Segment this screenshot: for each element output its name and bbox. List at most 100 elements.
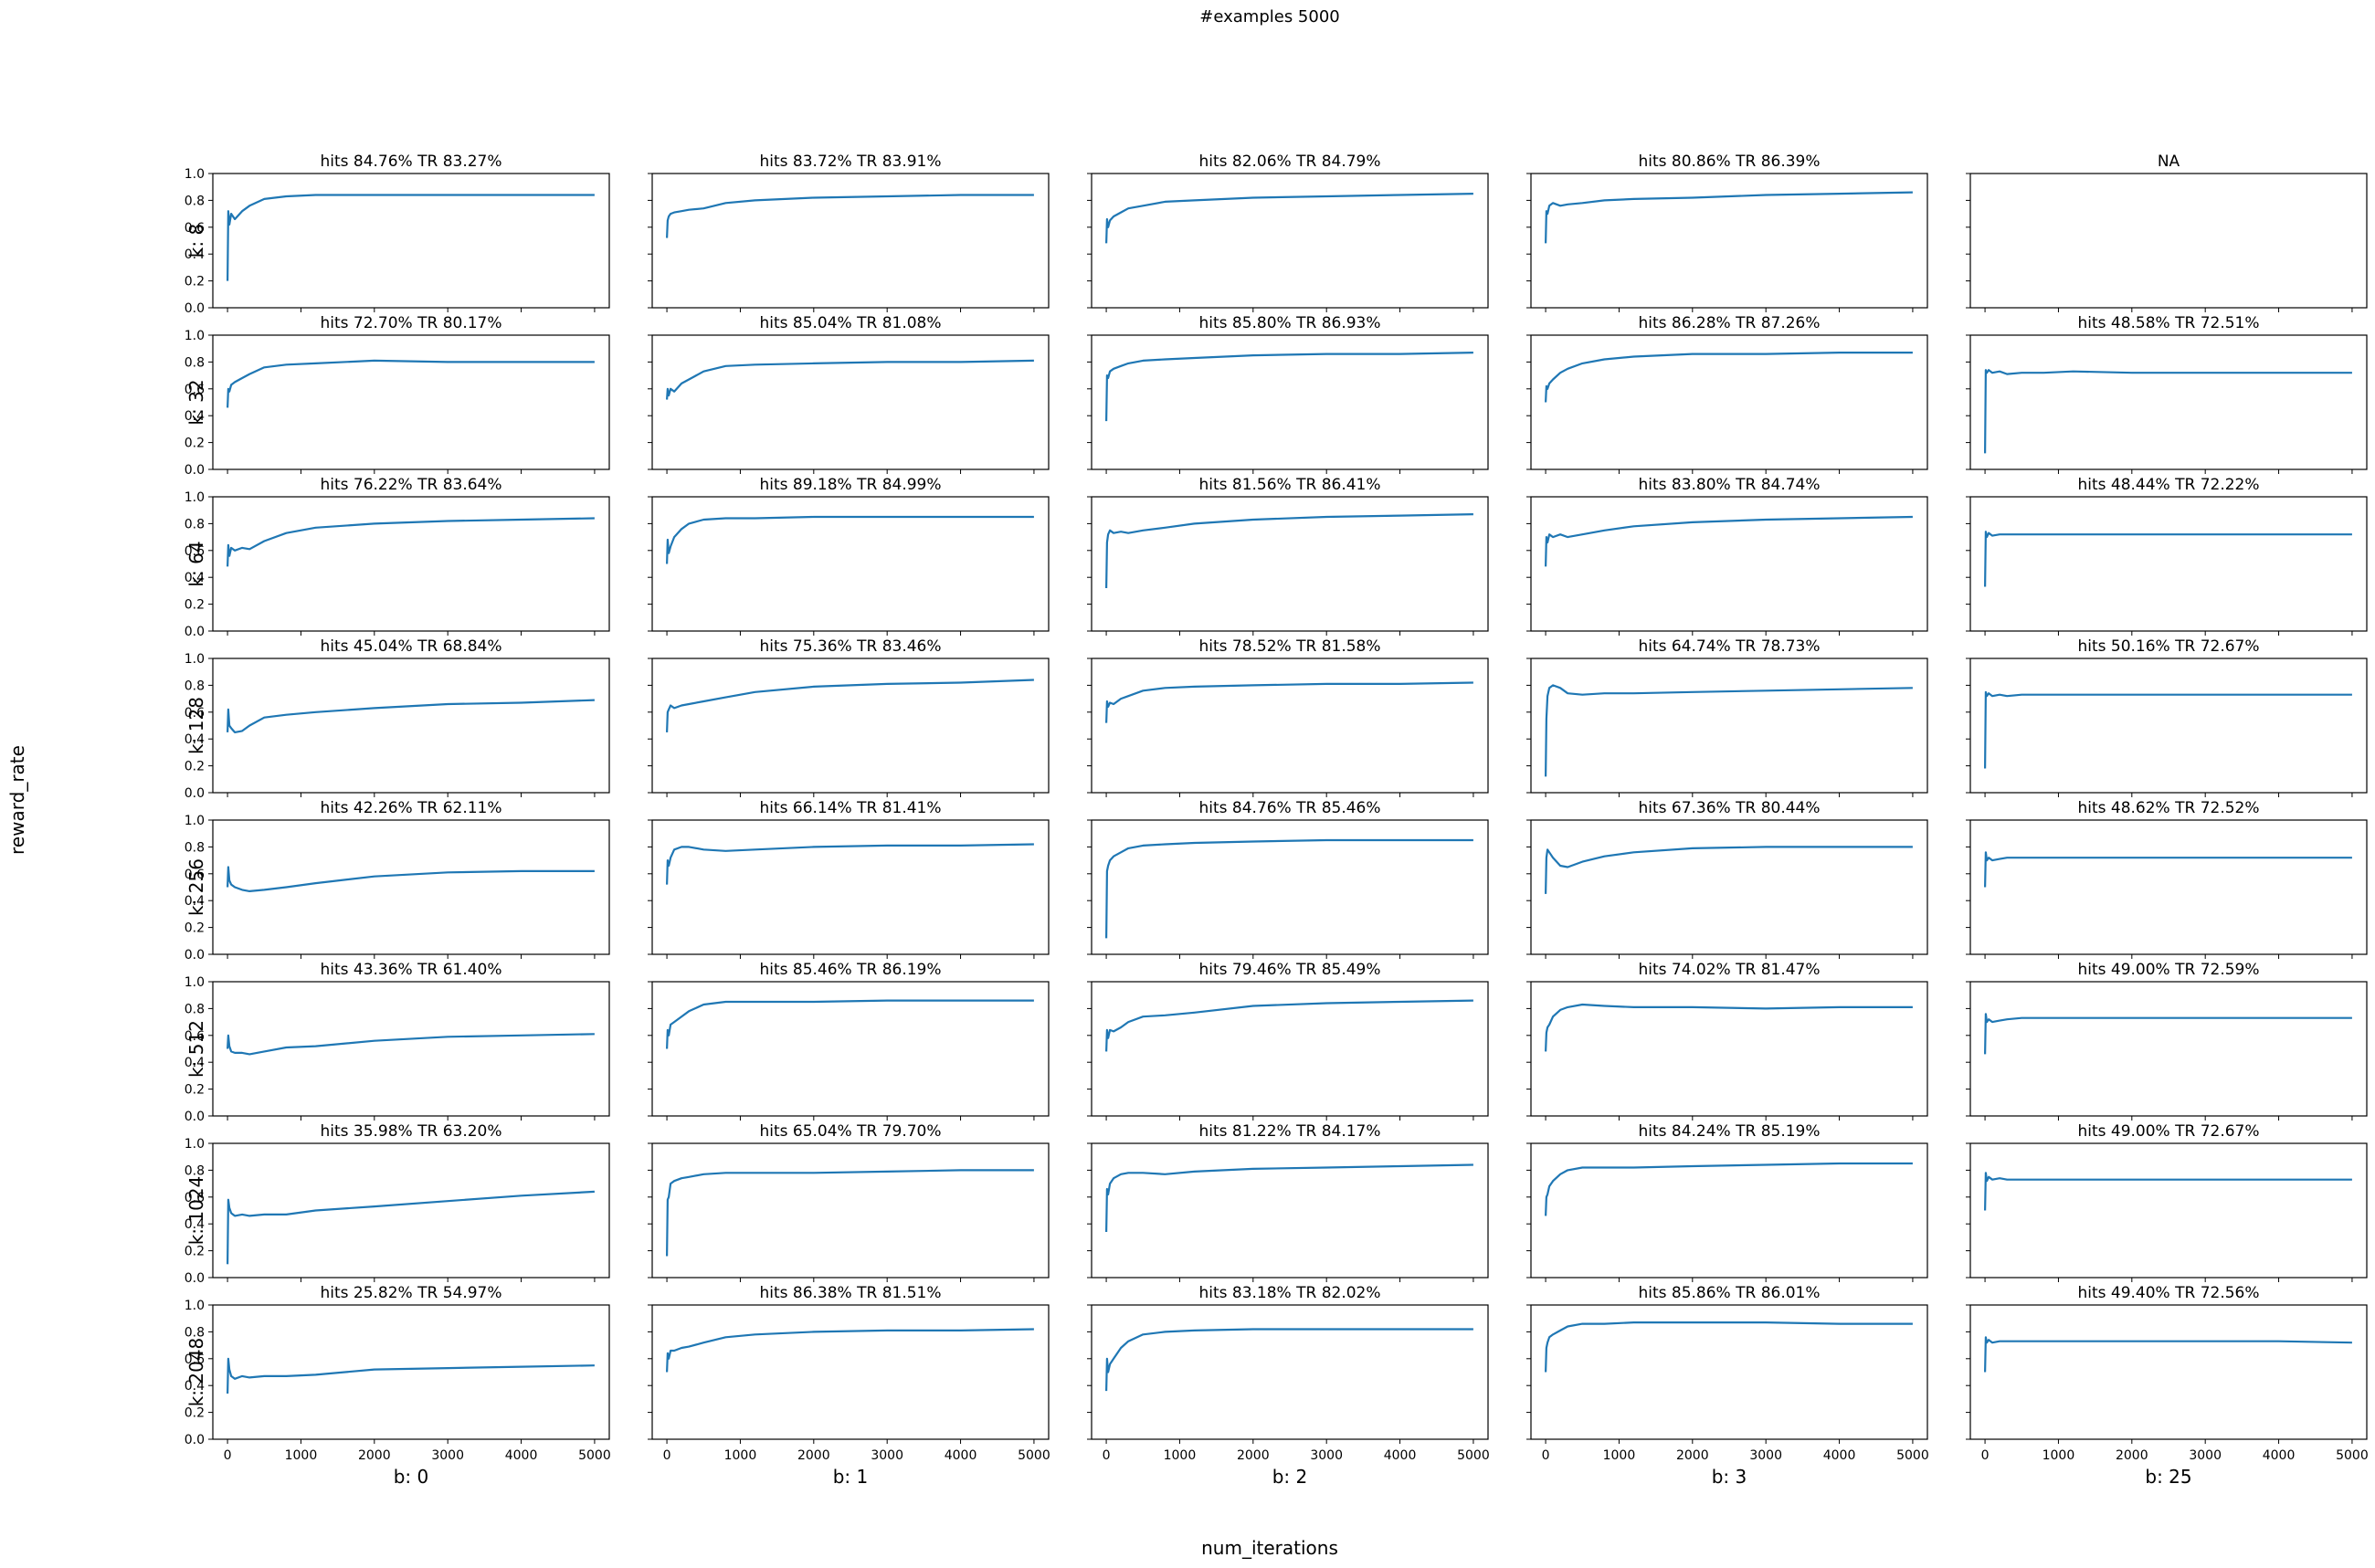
series-line <box>227 194 595 281</box>
subplot-title: hits 85.86% TR 86.01% <box>1638 1284 1820 1302</box>
subplot-k3-b2: hits 78.52% TR 81.58% <box>1087 637 1489 797</box>
subplot-title: hits 49.00% TR 72.67% <box>2077 1122 2259 1141</box>
subplot-frame <box>651 334 1050 470</box>
subplot-k1-b4: hits 48.58% TR 72.51% <box>1966 314 2368 474</box>
subplot-k4-b1: hits 66.14% TR 81.41% <box>648 799 1050 959</box>
x-tick-label: 1000 <box>2042 1448 2075 1463</box>
series-line <box>1545 1321 1913 1373</box>
series-line <box>1984 1172 2352 1211</box>
y-tick-label: 0.2 <box>185 1245 205 1259</box>
series-line <box>227 359 595 408</box>
subplot-frame <box>1969 1142 2368 1279</box>
series-line <box>227 517 595 567</box>
y-tick-label: 0.0 <box>185 463 205 478</box>
y-tick-label: 0.4 <box>185 1379 205 1394</box>
subplot-frame <box>212 334 610 470</box>
subplot-k5-b4: hits 49.00% TR 72.59% <box>1966 961 2368 1121</box>
y-tick-label: 1.0 <box>185 814 205 828</box>
y-tick-label: 0.6 <box>185 868 205 882</box>
x-tick-label: 0 <box>1103 1448 1111 1463</box>
subplot-frame <box>1091 658 1489 794</box>
subplot-k2-b1: hits 89.18% TR 84.99% <box>648 476 1050 636</box>
subplot-k1-b0: hits 72.70% TR 80.17% 0.0 0.2 0.4 0.6 0.8 1.0 k… <box>185 314 610 478</box>
y-tick-label: 0.4 <box>185 1056 205 1070</box>
x-tick-label: 2000 <box>358 1448 391 1463</box>
series-line <box>1105 1328 1473 1392</box>
column-label: b: 3 <box>1712 1466 1747 1488</box>
subplot-k5-b1: hits 85.46% TR 86.19% <box>648 961 1050 1121</box>
series-line <box>1545 191 1913 244</box>
series-line <box>1105 513 1473 589</box>
x-tick-label: 0 <box>224 1448 232 1463</box>
subplot-title: hits 83.18% TR 82.02% <box>1198 1284 1380 1302</box>
subplot-k7-b1: hits 86.38% TR 81.51% 0 1000 2000 3000 4000 50… <box>648 1284 1050 1488</box>
series-line <box>227 866 595 893</box>
subplot-title: hits 81.56% TR 86.41% <box>1198 476 1380 494</box>
subplot-k6-b3: hits 84.24% TR 85.19% <box>1526 1122 1928 1282</box>
subplot-k6-b4: hits 49.00% TR 72.67% <box>1966 1122 2368 1282</box>
subplot-title: hits 78.52% TR 81.58% <box>1198 637 1380 656</box>
series-line <box>227 699 595 734</box>
y-tick-label: 0.2 <box>185 1083 205 1098</box>
subplot-title: hits 80.86% TR 86.39% <box>1638 153 1820 171</box>
y-tick-label: 0.2 <box>185 760 205 774</box>
x-tick-label: 0 <box>1981 1448 1990 1463</box>
series-line <box>1545 515 1913 567</box>
x-tick-label: 4000 <box>945 1448 977 1463</box>
x-tick-label: 4000 <box>1384 1448 1417 1463</box>
subplot-title: hits 86.38% TR 81.51% <box>759 1284 941 1302</box>
subplot-k2-b4: hits 48.44% TR 72.22% <box>1966 476 2368 636</box>
series-line <box>227 1357 595 1394</box>
subplot-frame <box>1969 819 2368 955</box>
x-tick-label: 5000 <box>578 1448 611 1463</box>
subplot-frame <box>1530 496 1928 632</box>
series-line <box>666 1169 1034 1257</box>
row-label: k: 128 <box>185 697 207 754</box>
y-tick-label: 0.6 <box>185 706 205 721</box>
subplot-frame <box>1530 1304 1928 1440</box>
x-tick-label: 0 <box>1542 1448 1550 1463</box>
y-tick-label: 0.0 <box>185 625 205 639</box>
y-tick-label: 1.0 <box>185 975 205 990</box>
subplot-frame <box>1091 981 1489 1117</box>
subplot-title: hits 85.46% TR 86.19% <box>759 961 941 979</box>
y-tick-label: 0.8 <box>185 679 205 693</box>
subplot-k5-b2: hits 79.46% TR 85.49% <box>1087 961 1489 1121</box>
y-tick-label: 0.6 <box>185 221 205 236</box>
subplot-frame <box>651 981 1050 1117</box>
y-tick-label: 0.2 <box>185 1406 205 1421</box>
subplot-frame <box>212 1142 610 1279</box>
x-tick-label: 3000 <box>1310 1448 1343 1463</box>
series-line <box>1105 838 1473 939</box>
y-tick-label: 0.4 <box>185 409 205 424</box>
x-tick-label: 3000 <box>1749 1448 1782 1463</box>
series-line <box>666 1328 1034 1373</box>
subplot-k4-b2: hits 84.76% TR 85.46% <box>1087 799 1489 959</box>
subplot-k4-b3: hits 67.36% TR 80.44% <box>1526 799 1928 959</box>
subplot-title: hits 85.04% TR 81.08% <box>759 314 941 332</box>
y-tick-label: 0.4 <box>185 732 205 747</box>
y-tick-label: 0.4 <box>185 571 205 585</box>
series-line <box>1545 684 1913 777</box>
x-tick-label: 1000 <box>285 1448 318 1463</box>
series-line <box>666 515 1034 564</box>
subplot-k0-b4: NA <box>1966 153 2368 312</box>
y-tick-label: 0.6 <box>185 1029 205 1044</box>
series-line <box>1984 1336 2352 1373</box>
subplot-k3-b4: hits 50.16% TR 72.67% <box>1966 637 2368 797</box>
subplot-frame <box>212 981 610 1117</box>
subplot-title: hits 75.36% TR 83.46% <box>759 637 941 656</box>
y-tick-label: 0.4 <box>185 1217 205 1232</box>
x-tick-label: 5000 <box>2336 1448 2369 1463</box>
subplot-k7-b2: hits 83.18% TR 82.02% 0 1000 2000 3000 4000 50… <box>1087 1284 1490 1488</box>
subplot-title: hits 72.70% TR 80.17% <box>320 314 501 332</box>
row-label: k: 1024 <box>185 1176 207 1246</box>
y-tick-label: 0.0 <box>185 301 205 316</box>
subplot-title: hits 43.36% TR 61.40% <box>320 961 501 979</box>
y-tick-label: 0.0 <box>185 1271 205 1286</box>
x-tick-label: 3000 <box>431 1448 464 1463</box>
y-tick-label: 0.2 <box>185 437 205 451</box>
subplot-title: hits 48.58% TR 72.51% <box>2077 314 2259 332</box>
subplot-frame <box>1969 1304 2368 1440</box>
